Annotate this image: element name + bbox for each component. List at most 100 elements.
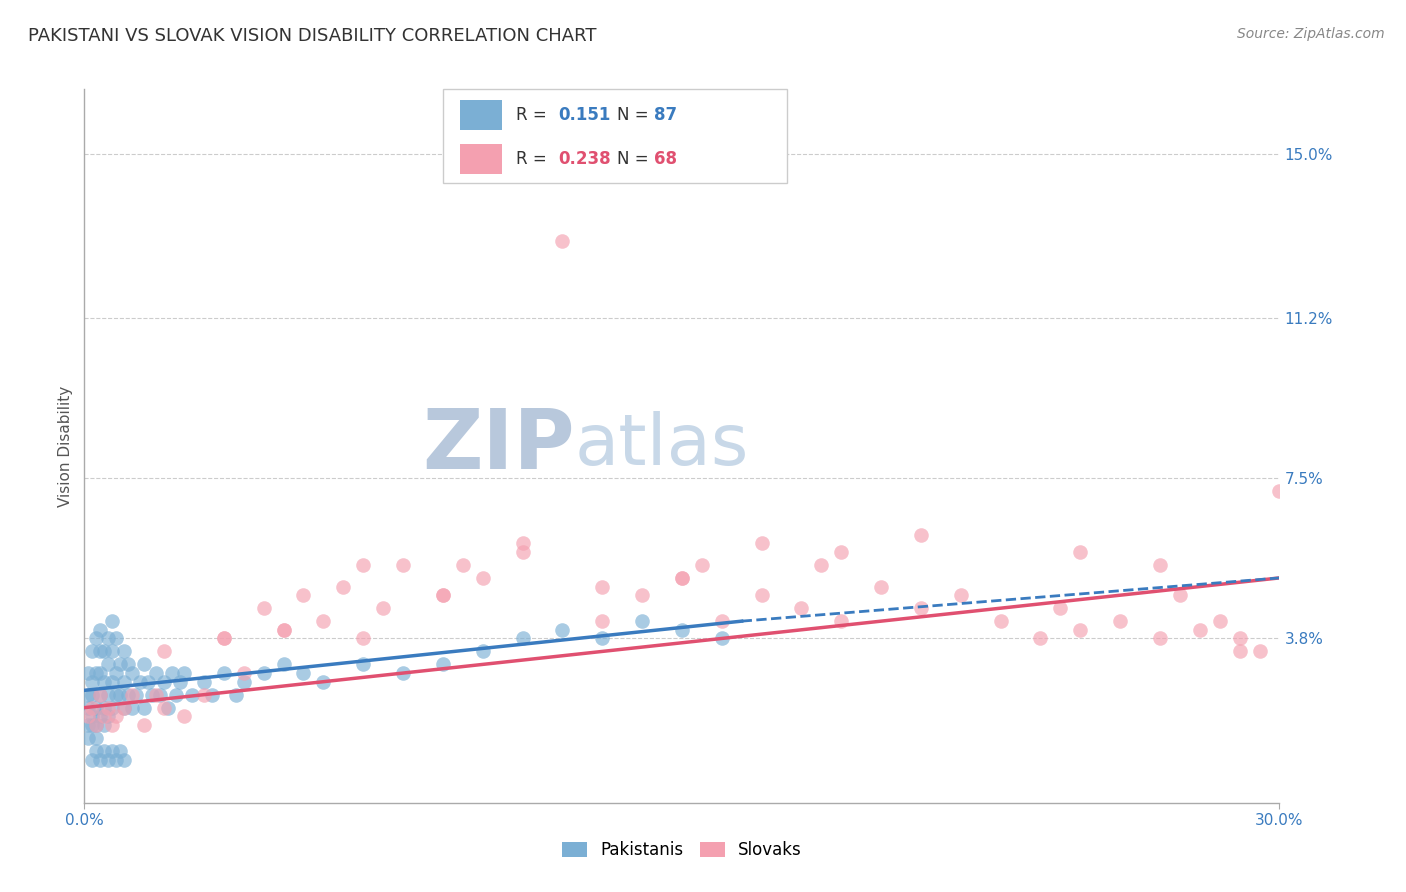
Point xyxy=(212,632,235,646)
Point xyxy=(82,709,104,723)
Point xyxy=(77,700,100,714)
Point xyxy=(153,644,176,658)
Point xyxy=(153,700,176,714)
Text: ZIP: ZIP xyxy=(422,406,575,486)
Point xyxy=(132,718,156,732)
Point xyxy=(710,614,733,628)
Text: 87: 87 xyxy=(654,106,676,124)
Point xyxy=(93,644,115,658)
Legend: Pakistanis, Slovaks: Pakistanis, Slovaks xyxy=(555,835,808,866)
Text: R =: R = xyxy=(516,151,553,169)
Point xyxy=(165,688,187,702)
Point xyxy=(86,718,108,732)
Point xyxy=(352,657,374,672)
Point xyxy=(312,674,335,689)
Point xyxy=(82,718,104,732)
Point xyxy=(89,709,111,723)
Point xyxy=(949,588,972,602)
Point xyxy=(201,688,224,702)
Point xyxy=(101,718,124,732)
Text: Source: ZipAtlas.com: Source: ZipAtlas.com xyxy=(1237,27,1385,41)
Point xyxy=(591,580,613,594)
Point xyxy=(292,666,315,681)
Point xyxy=(86,700,108,714)
Point xyxy=(312,614,335,628)
Point xyxy=(97,753,120,767)
Point xyxy=(86,666,108,681)
Text: 0.238: 0.238 xyxy=(558,151,610,169)
Point xyxy=(173,666,195,681)
Point xyxy=(149,688,172,702)
Point xyxy=(129,674,152,689)
Point xyxy=(89,644,111,658)
Point xyxy=(89,623,111,637)
Point xyxy=(1229,644,1251,658)
Point xyxy=(212,632,235,646)
Point xyxy=(97,709,120,723)
Point xyxy=(551,623,574,637)
Point xyxy=(751,588,773,602)
Point xyxy=(89,688,111,702)
Point xyxy=(1029,632,1052,646)
Point xyxy=(1069,545,1091,559)
Point xyxy=(1229,632,1251,646)
Point xyxy=(77,688,100,702)
Point xyxy=(93,718,115,732)
Point xyxy=(132,700,156,714)
Point xyxy=(145,666,167,681)
Point xyxy=(1209,614,1232,628)
Point xyxy=(193,674,215,689)
Point xyxy=(631,588,654,602)
Point xyxy=(910,527,932,541)
Point xyxy=(141,688,163,702)
Point xyxy=(352,632,374,646)
Point xyxy=(830,614,852,628)
Point xyxy=(273,623,295,637)
Point xyxy=(93,674,115,689)
Point xyxy=(273,657,295,672)
Point xyxy=(93,709,115,723)
Text: PAKISTANI VS SLOVAK VISION DISABILITY CORRELATION CHART: PAKISTANI VS SLOVAK VISION DISABILITY CO… xyxy=(28,27,596,45)
Point xyxy=(77,666,100,681)
Point xyxy=(136,674,159,689)
Point xyxy=(432,588,454,602)
Point xyxy=(121,688,143,702)
Point xyxy=(101,644,124,658)
Point xyxy=(86,718,108,732)
Point xyxy=(273,623,295,637)
Point xyxy=(1188,623,1211,637)
Point xyxy=(97,700,120,714)
Point xyxy=(1109,614,1132,628)
Point xyxy=(101,744,124,758)
Point xyxy=(471,644,494,658)
Point xyxy=(101,700,124,714)
Point xyxy=(112,753,135,767)
Point xyxy=(105,632,128,646)
Text: N =: N = xyxy=(617,151,654,169)
Point xyxy=(110,688,132,702)
Point xyxy=(710,632,733,646)
Point xyxy=(121,666,143,681)
Point xyxy=(173,709,195,723)
Point xyxy=(125,688,148,702)
Point xyxy=(690,558,713,572)
Point xyxy=(451,558,474,572)
Point xyxy=(97,688,120,702)
Point xyxy=(97,632,120,646)
Point xyxy=(145,688,167,702)
Point xyxy=(93,700,115,714)
Point xyxy=(432,588,454,602)
Point xyxy=(112,700,135,714)
Point xyxy=(86,744,108,758)
Point xyxy=(591,632,613,646)
Point xyxy=(82,674,104,689)
Point xyxy=(112,644,135,658)
Point xyxy=(153,674,176,689)
Point xyxy=(160,666,183,681)
Point xyxy=(1149,558,1171,572)
Point xyxy=(105,688,128,702)
Point xyxy=(1069,623,1091,637)
Point xyxy=(432,657,454,672)
Point xyxy=(232,666,254,681)
Point xyxy=(112,674,135,689)
